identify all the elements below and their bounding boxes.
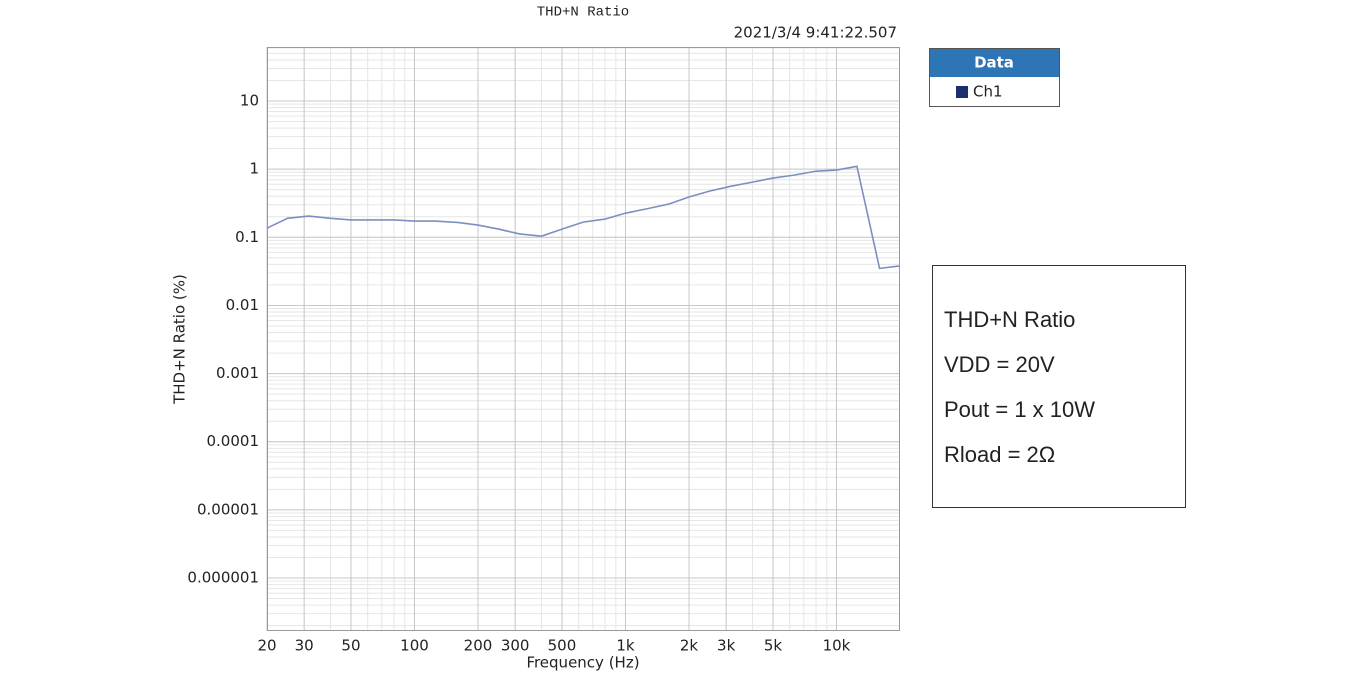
timestamp: 2021/3/4 9:41:22.507 bbox=[734, 24, 897, 42]
y-tick-label: 0.1 bbox=[235, 228, 259, 246]
y-tick-label: 0.0001 bbox=[207, 432, 260, 450]
annotation-box bbox=[932, 265, 1186, 508]
plot-area bbox=[267, 47, 900, 631]
x-tick-label: 100 bbox=[400, 637, 429, 655]
annotation-text: Rload = 2Ω bbox=[944, 442, 1055, 467]
plot-frame bbox=[267, 47, 900, 631]
x-tick-label: 5k bbox=[764, 637, 783, 655]
x-tick-label: 3k bbox=[717, 637, 736, 655]
y-axis-label: THD+N Ratio (%) bbox=[171, 274, 189, 405]
annotation-text: VDD = 20V bbox=[944, 352, 1055, 377]
y-tick-label: 0.000001 bbox=[187, 569, 259, 587]
series-line bbox=[266, 165, 901, 270]
y-tick-label: 0.00001 bbox=[197, 500, 259, 518]
y-tick-label: 0.01 bbox=[226, 296, 259, 314]
y-tick-label: 10 bbox=[240, 91, 259, 109]
x-tick-label: 500 bbox=[548, 637, 577, 655]
x-tick-label: 50 bbox=[341, 637, 360, 655]
x-tick-label: 300 bbox=[501, 637, 530, 655]
y-tick-label: 0.001 bbox=[216, 364, 259, 382]
legend-title: Data bbox=[974, 54, 1014, 72]
x-tick-label: 20 bbox=[257, 637, 276, 655]
x-tick-label: 2k bbox=[680, 637, 699, 655]
x-axis-label: Frequency (Hz) bbox=[526, 654, 639, 672]
legend-swatch bbox=[956, 86, 968, 98]
x-tick-label: 1k bbox=[616, 637, 635, 655]
y-tick-label: 1 bbox=[249, 160, 259, 178]
x-tick-label: 200 bbox=[464, 637, 493, 655]
x-tick-label: 30 bbox=[295, 637, 314, 655]
x-tick-label: 10k bbox=[823, 637, 851, 655]
annotation-text: Pout = 1 x 10W bbox=[944, 397, 1095, 422]
annotation-text: THD+N Ratio bbox=[944, 307, 1075, 332]
legend-header bbox=[930, 49, 1059, 77]
legend-label: Ch1 bbox=[973, 83, 1003, 101]
chart-title: THD+N Ratio bbox=[537, 5, 629, 21]
